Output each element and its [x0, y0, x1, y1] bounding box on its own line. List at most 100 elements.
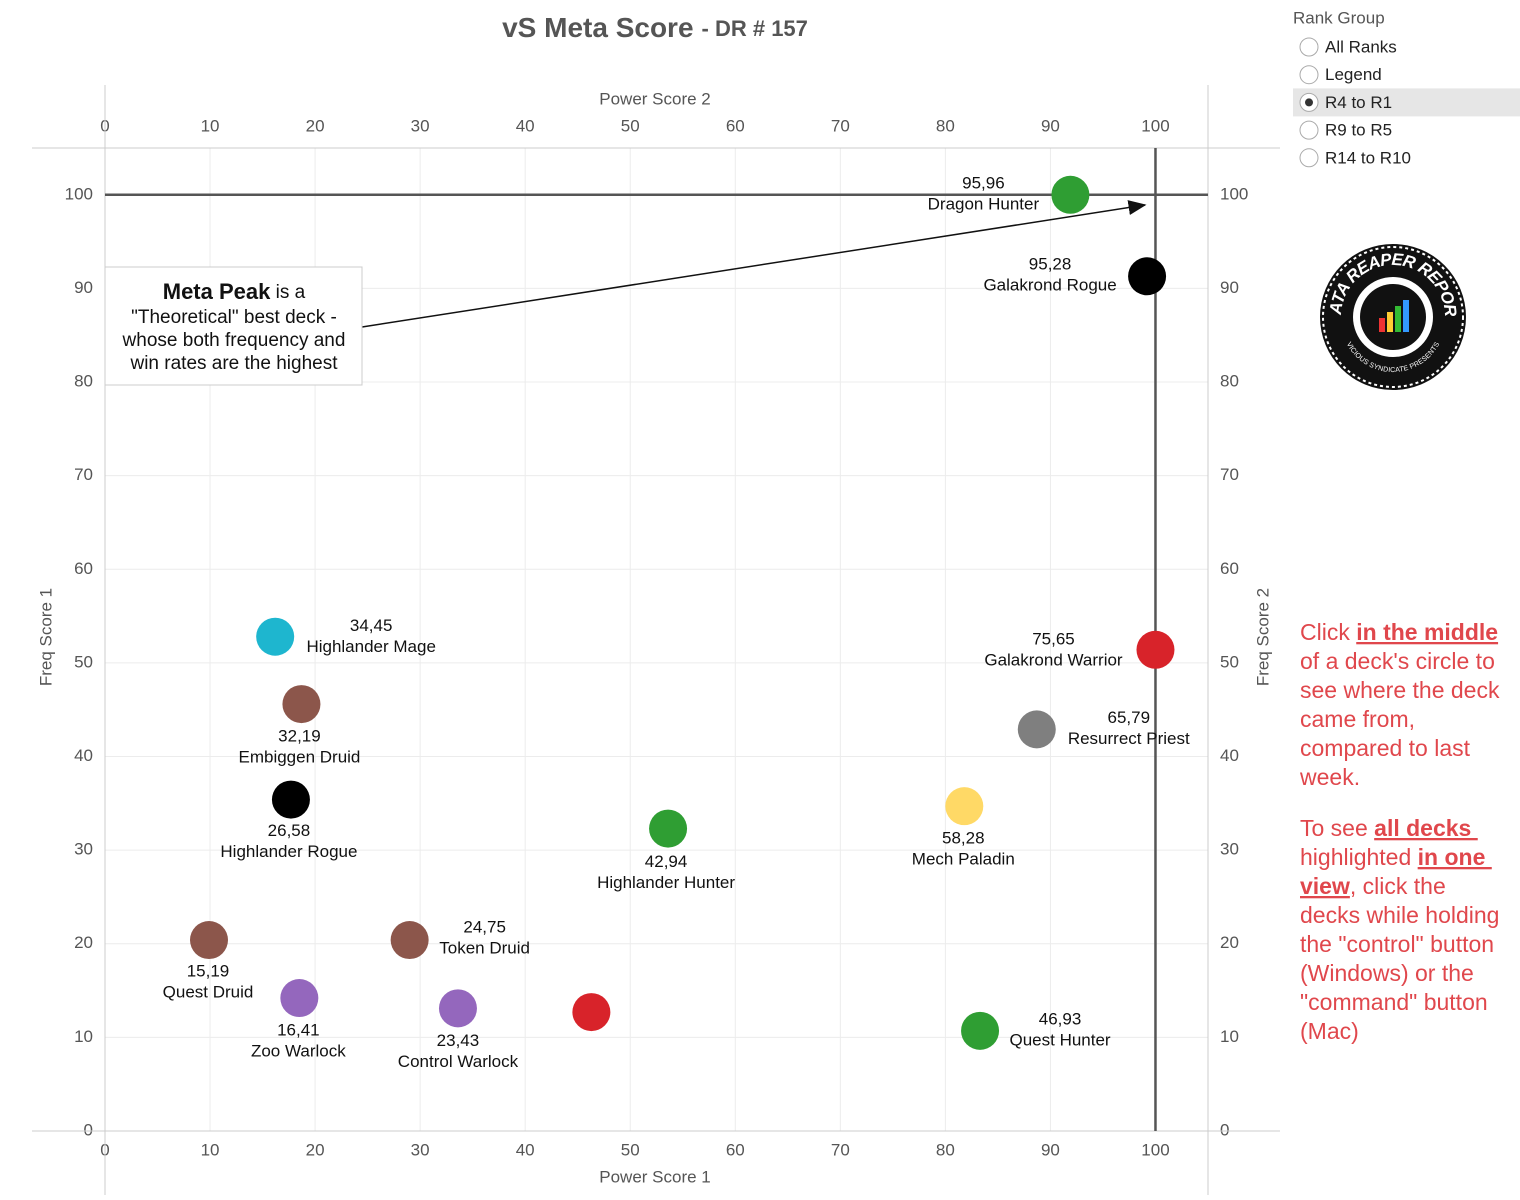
point[interactable]	[282, 685, 321, 724]
y2-tick-label: 20	[1220, 933, 1239, 952]
point[interactable]	[1051, 175, 1090, 214]
instruction-line: view, click the	[1300, 873, 1446, 899]
point-name: Highlander Mage	[306, 637, 435, 656]
y-tick-label: 90	[74, 278, 93, 297]
annotation-line: "Theoretical" best deck -	[131, 307, 337, 328]
point[interactable]	[1136, 630, 1175, 669]
x2-tick-label: 60	[726, 116, 745, 135]
point-score: 16,41	[277, 1021, 320, 1040]
y-tick-label: 30	[74, 840, 93, 859]
point-name: Quest Hunter	[1009, 1030, 1110, 1049]
point[interactable]	[945, 787, 984, 826]
logo-bar	[1403, 300, 1409, 332]
point-name: Embiggen Druid	[238, 748, 360, 767]
instruction-line: "command" button	[1300, 989, 1488, 1015]
annotation-line: is a	[270, 282, 305, 303]
instruction-line: highlighted in one	[1300, 844, 1492, 870]
chart-title: vS Meta Score - DR # 157	[502, 12, 808, 43]
instruction-text: all decks	[1374, 815, 1478, 841]
instruction-line: Click in the middle	[1300, 619, 1498, 645]
x-tick-label: 50	[621, 1140, 640, 1159]
point[interactable]	[1128, 257, 1167, 296]
instruction-line: the "control" button	[1300, 931, 1494, 957]
logo-bar	[1387, 312, 1393, 332]
instruction-line: see where the deck	[1300, 677, 1500, 703]
point-score: 65,79	[1107, 708, 1150, 727]
instruction-text: in one	[1418, 844, 1492, 870]
point[interactable]	[390, 921, 429, 960]
point-name: Mech Paladin	[912, 850, 1015, 869]
instruction-text: Click	[1300, 619, 1356, 645]
x2-tick-label: 100	[1141, 116, 1169, 135]
point-score: 34,45	[350, 616, 393, 635]
instruction-line: (Windows) or the	[1300, 960, 1474, 986]
point[interactable]	[280, 979, 319, 1018]
x-tick-label: 90	[1041, 1140, 1060, 1159]
x2-tick-label: 90	[1041, 116, 1060, 135]
x-tick-label: 60	[726, 1140, 745, 1159]
logo-edge	[1322, 246, 1464, 388]
y2-tick-label: 90	[1220, 278, 1239, 297]
instruction-text: week.	[1299, 764, 1360, 790]
instruction-line: (Mac)	[1300, 1018, 1359, 1044]
point-name: Quest Druid	[163, 983, 254, 1002]
point[interactable]	[256, 617, 295, 656]
point-score: 95,96	[962, 173, 1005, 192]
radio-label: R9 to R5	[1325, 121, 1392, 140]
y-tick-label: 70	[74, 465, 93, 484]
point[interactable]	[438, 989, 477, 1028]
radio[interactable]	[1299, 148, 1319, 168]
point-score: 23,43	[437, 1031, 480, 1050]
y-tick-label: 60	[74, 559, 93, 578]
x-tick-label: 10	[201, 1140, 220, 1159]
y-tick-label: 100	[65, 184, 93, 203]
instruction-text: decks while holding	[1300, 902, 1499, 928]
point[interactable]	[572, 993, 611, 1032]
radio-label: R14 to R10	[1325, 148, 1411, 167]
point[interactable]	[189, 921, 228, 960]
rank-group-title: Rank Group	[1293, 8, 1385, 27]
point-name: Highlander Hunter	[597, 873, 735, 892]
y-tick-label: 20	[74, 933, 93, 952]
point-score: 46,93	[1039, 1009, 1082, 1028]
instruction-text: in the middle	[1356, 619, 1498, 645]
instruction-text: "command" button	[1300, 989, 1488, 1015]
instruction-text: the "control" button	[1300, 931, 1494, 957]
y2-tick-label: 10	[1220, 1027, 1239, 1046]
point[interactable]	[271, 780, 310, 819]
radio-label: All Ranks	[1325, 37, 1397, 56]
instruction-text: came from,	[1300, 706, 1415, 732]
title: vS Meta Score	[502, 12, 693, 43]
y2-axis-title: Freq Score 2	[1253, 588, 1272, 686]
logo-bar	[1379, 318, 1385, 332]
annotation-bold: Meta Peak	[163, 279, 271, 304]
y-axis-title: Freq Score 1	[36, 588, 55, 686]
point[interactable]	[961, 1011, 1000, 1050]
x-tick-label: 20	[306, 1140, 325, 1159]
y2-tick-label: 60	[1220, 559, 1239, 578]
annotation-line: whose both frequency and	[122, 330, 346, 351]
x2-tick-label: 40	[516, 116, 535, 135]
x-tick-label: 30	[411, 1140, 430, 1159]
point-name: Token Druid	[439, 939, 530, 958]
point[interactable]	[1017, 710, 1056, 749]
radio[interactable]	[1299, 65, 1319, 85]
point-name: Resurrect Priest	[1068, 729, 1190, 748]
y-tick-label: 40	[74, 746, 93, 765]
point-name: Zoo Warlock	[251, 1042, 346, 1061]
point-name: Highlander Rogue	[220, 842, 357, 861]
point-name: Control Warlock	[398, 1052, 519, 1071]
x-tick-label: 40	[516, 1140, 535, 1159]
y-tick-label: 10	[74, 1027, 93, 1046]
annotation: Meta Peak is a	[163, 279, 306, 304]
radio[interactable]	[1299, 120, 1319, 140]
point[interactable]	[649, 809, 688, 848]
radio[interactable]	[1299, 37, 1319, 57]
x2-tick-label: 70	[831, 116, 850, 135]
point-name: Galakrond Rogue	[983, 276, 1116, 295]
point-score: 15,19	[187, 962, 230, 981]
instruction-line: came from,	[1300, 706, 1415, 732]
point-score: 95,28	[1029, 255, 1072, 274]
point-score: 32,19	[278, 727, 321, 746]
